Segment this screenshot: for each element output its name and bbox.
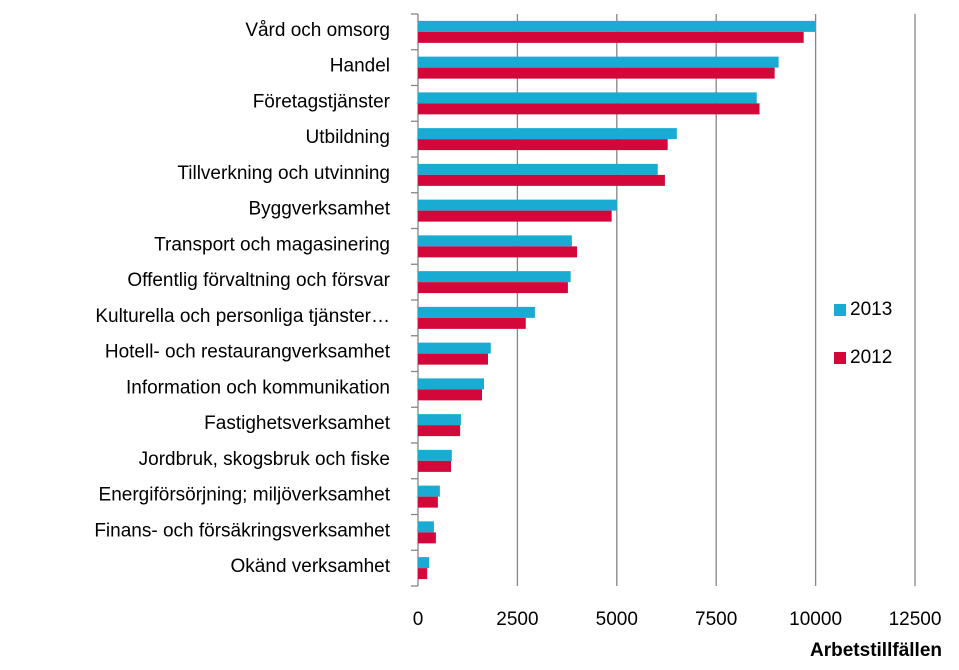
bar	[418, 163, 658, 175]
x-tick-label: 12500	[889, 609, 942, 630]
y-tick-label: Kulturella och personliga tjänster…	[95, 306, 390, 327]
x-tick-label: 10000	[789, 609, 842, 630]
bar	[418, 31, 804, 43]
bar	[418, 485, 440, 497]
bar	[418, 414, 461, 426]
bar	[418, 389, 483, 401]
bar	[418, 174, 665, 186]
y-tick-label: Företagstjänster	[253, 91, 391, 112]
legend-label: 2013	[850, 299, 892, 320]
y-tick-label: Finans- och försäkringsverksamhet	[94, 520, 390, 541]
y-tick-label: Vård och omsorg	[245, 20, 390, 41]
bar	[418, 20, 816, 32]
x-tick-label: 2500	[496, 609, 538, 630]
bar	[418, 282, 568, 294]
y-tick-label: Jordbruk, skogsbruk och fiske	[139, 449, 390, 470]
bar	[418, 342, 491, 354]
legend-swatch	[834, 352, 846, 364]
bar	[418, 568, 428, 580]
y-tick-label: Utbildning	[306, 127, 391, 148]
y-tick-label: Hotell- och restaurangverksamhet	[105, 342, 391, 363]
bar	[418, 460, 452, 472]
x-tick-label: 0	[413, 609, 424, 630]
bar	[418, 353, 488, 365]
y-tick-label: Fastighetsverksamhet	[204, 413, 391, 434]
bar	[418, 378, 485, 390]
legend-swatch	[834, 304, 846, 316]
bar	[418, 425, 461, 437]
bar	[418, 317, 526, 329]
bar	[418, 557, 430, 569]
bar	[418, 128, 677, 140]
bar	[418, 67, 775, 79]
y-tick-label: Transport och magasinering	[154, 234, 390, 255]
y-tick-label: Okänd verksamhet	[231, 556, 391, 577]
y-tick-label: Tillverkning och utvinning	[177, 163, 390, 184]
bar	[418, 139, 668, 151]
bar	[418, 235, 572, 247]
y-tick-label: Information och kommunikation	[126, 377, 390, 398]
bar	[418, 246, 578, 258]
bar	[418, 521, 434, 533]
bar	[418, 103, 760, 115]
bar	[418, 271, 571, 283]
bar	[418, 532, 436, 544]
x-tick-label: 5000	[596, 609, 638, 630]
x-axis-title: Arbetstillfällen	[810, 640, 942, 661]
y-tick-label: Offentlig förvaltning och försvar	[127, 270, 390, 291]
bar	[418, 210, 612, 222]
legend-label: 2012	[850, 347, 892, 368]
x-tick-label: 7500	[695, 609, 737, 630]
bar	[418, 92, 757, 104]
y-tick-label: Energiförsörjning; miljöverksamhet	[99, 485, 391, 506]
y-tick-label: Byggverksamhet	[248, 199, 390, 220]
bar	[418, 306, 535, 318]
bar	[418, 449, 452, 461]
bar	[418, 56, 779, 68]
bar	[418, 496, 438, 508]
y-tick-label: Handel	[330, 56, 390, 77]
bar	[418, 199, 617, 211]
